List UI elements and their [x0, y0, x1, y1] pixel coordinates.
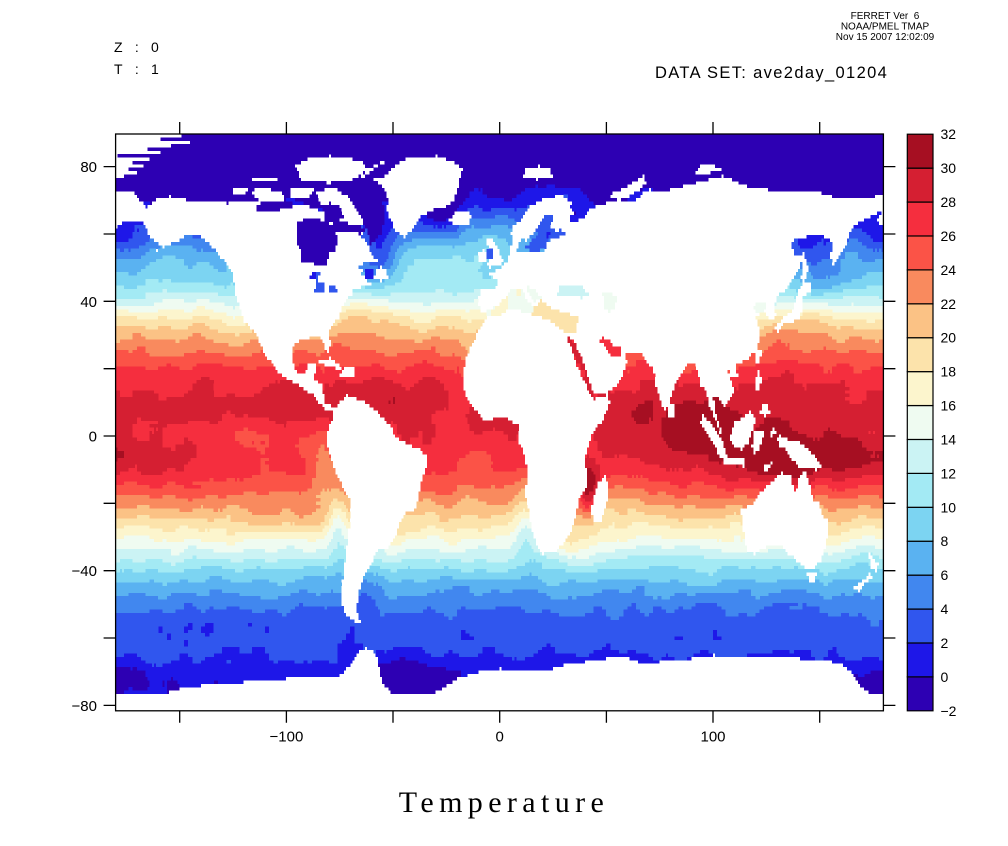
svg-text:24: 24	[941, 262, 957, 278]
svg-text:2: 2	[941, 635, 949, 651]
svg-text:32: 32	[941, 126, 957, 142]
svg-text:16: 16	[941, 398, 957, 414]
svg-text:Z : 0: Z : 0	[114, 39, 163, 55]
svg-text:Temperature: Temperature	[399, 786, 610, 819]
svg-text:20: 20	[941, 330, 957, 346]
svg-text:DATA SET: ave2day_01204: DATA SET: ave2day_01204	[655, 64, 888, 82]
svg-text:0: 0	[941, 669, 949, 685]
svg-text:−40: −40	[72, 563, 97, 580]
svg-text:4: 4	[941, 601, 949, 617]
svg-text:14: 14	[941, 432, 957, 448]
svg-text:28: 28	[941, 194, 957, 210]
svg-text:18: 18	[941, 364, 957, 380]
svg-text:Nov 15 2007 12:02:09: Nov 15 2007 12:02:09	[836, 32, 935, 43]
svg-text:6: 6	[941, 567, 949, 583]
svg-text:FERRET Ver 6: FERRET Ver 6	[851, 11, 920, 22]
svg-text:T : 1: T : 1	[114, 61, 163, 77]
svg-text:8: 8	[941, 533, 949, 549]
svg-text:−2: −2	[941, 703, 957, 719]
svg-text:0: 0	[496, 729, 504, 746]
svg-text:22: 22	[941, 296, 957, 312]
svg-text:26: 26	[941, 228, 957, 244]
svg-text:30: 30	[941, 160, 957, 176]
svg-text:100: 100	[700, 729, 725, 746]
svg-text:NOAA/PMEL TMAP: NOAA/PMEL TMAP	[841, 22, 930, 33]
svg-text:0: 0	[89, 429, 97, 446]
svg-text:−100: −100	[270, 729, 304, 746]
svg-text:80: 80	[80, 159, 97, 176]
svg-text:40: 40	[80, 294, 97, 311]
svg-text:−80: −80	[72, 698, 97, 715]
svg-text:10: 10	[941, 499, 957, 515]
svg-text:12: 12	[941, 465, 957, 481]
